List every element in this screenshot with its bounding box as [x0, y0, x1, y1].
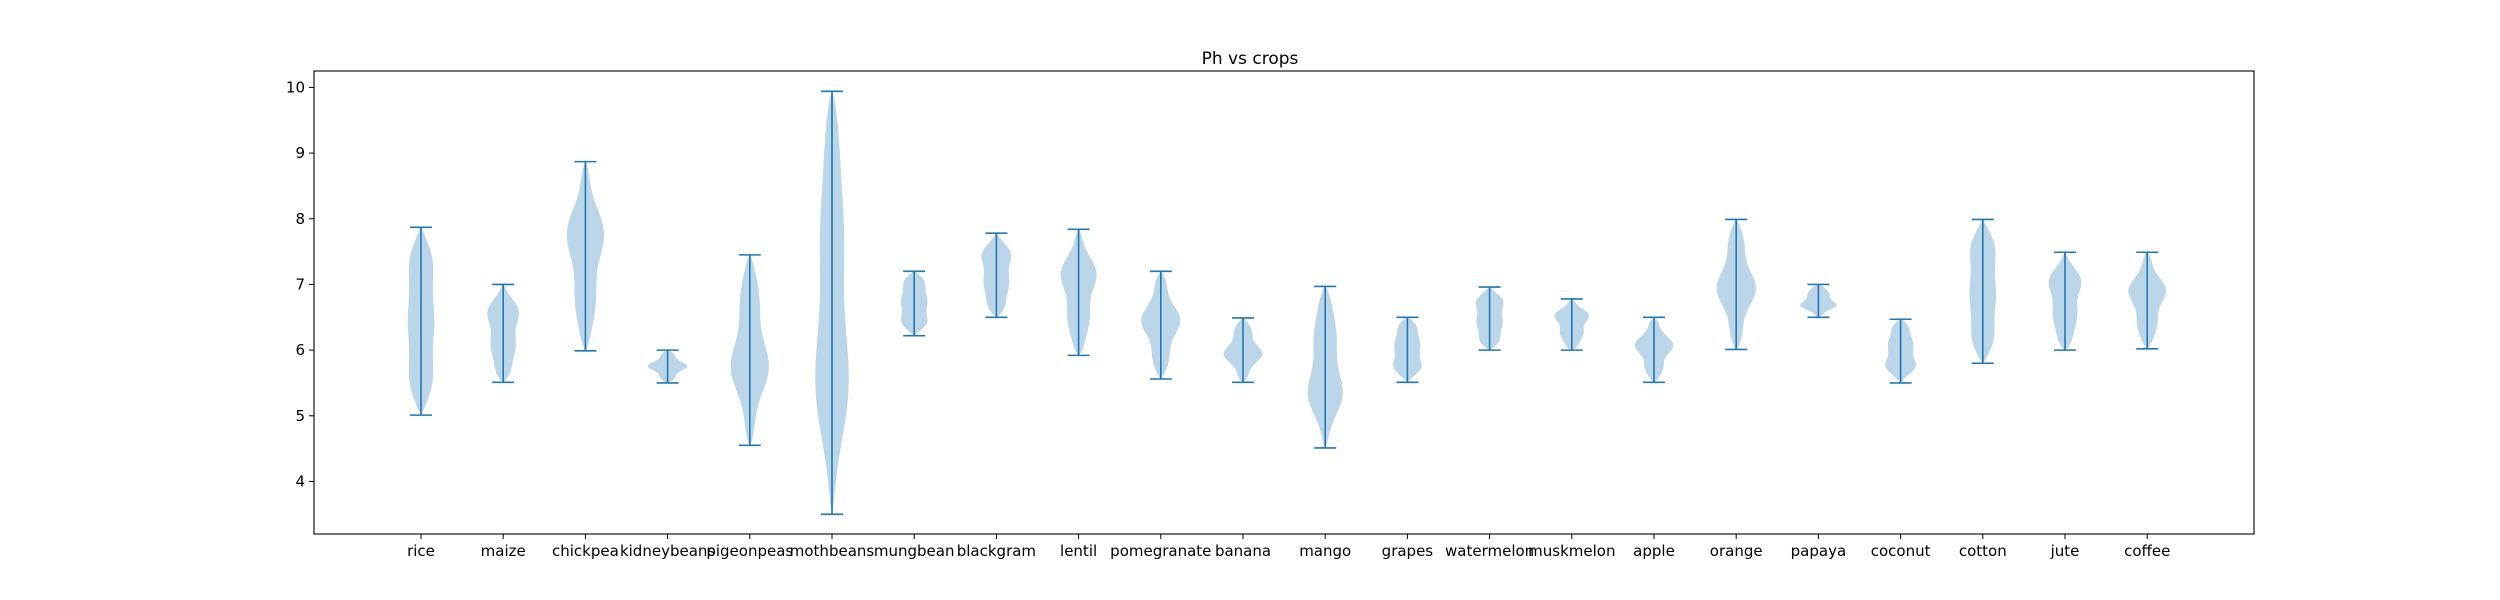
x-tick-label-jute: jute [2050, 542, 2080, 560]
violin-layer [407, 90, 2167, 516]
x-tick-label-orange: orange [1710, 542, 1763, 560]
x-axis: rice maize chickpea kidneybeanspigeonpeasmo… [407, 534, 2170, 560]
x-tick-label-chickpea: chickpea [552, 542, 619, 560]
x-tick-label-pigeonpeas: pigeonpeas [706, 542, 793, 560]
x-tick-label-blackgram: blackgram [957, 542, 1036, 560]
x-tick-label-grapes: grapes [1382, 542, 1434, 560]
x-tick-label-coconut: coconut [1871, 542, 1931, 560]
x-tick-label-maize: maize [481, 542, 526, 560]
x-tick-label-kidneybeans: kidneybeans [620, 542, 715, 560]
x-tick-label-rice: rice [407, 542, 435, 560]
x-tick-label-papaya: papaya [1791, 542, 1847, 560]
x-tick-label-muskmelon: muskmelon [1528, 542, 1615, 560]
y-tick-label: 9 [295, 144, 305, 162]
y-tick-label: 4 [295, 472, 305, 490]
x-tick-label-apple: apple [1633, 542, 1675, 560]
x-tick-label-mungbean: mungbean [874, 542, 955, 560]
x-tick-label-mango: mango [1299, 542, 1351, 560]
y-tick-label: 8 [295, 210, 305, 228]
x-tick-label-coffee: coffee [2124, 542, 2170, 560]
plot-area-frame [313, 70, 2255, 535]
chart-title: Ph vs crops [1202, 49, 1299, 69]
y-axis: 4 5 6 7 8 9 10 [286, 78, 314, 490]
y-tick-label: 5 [295, 407, 305, 425]
x-tick-label-banana: banana [1215, 542, 1271, 560]
x-tick-label-pomegranate: pomegranate [1110, 542, 1211, 560]
x-tick-label-watermelon: watermelon [1445, 542, 1534, 560]
y-tick-label: 6 [295, 341, 305, 359]
x-tick-label-mothbeans: mothbeans [790, 542, 875, 560]
x-tick-label-lentil: lentil [1060, 542, 1097, 560]
x-tick-label-cotton: cotton [1959, 542, 2007, 560]
y-tick-label: 7 [295, 275, 305, 293]
y-tick-label: 10 [286, 78, 305, 96]
